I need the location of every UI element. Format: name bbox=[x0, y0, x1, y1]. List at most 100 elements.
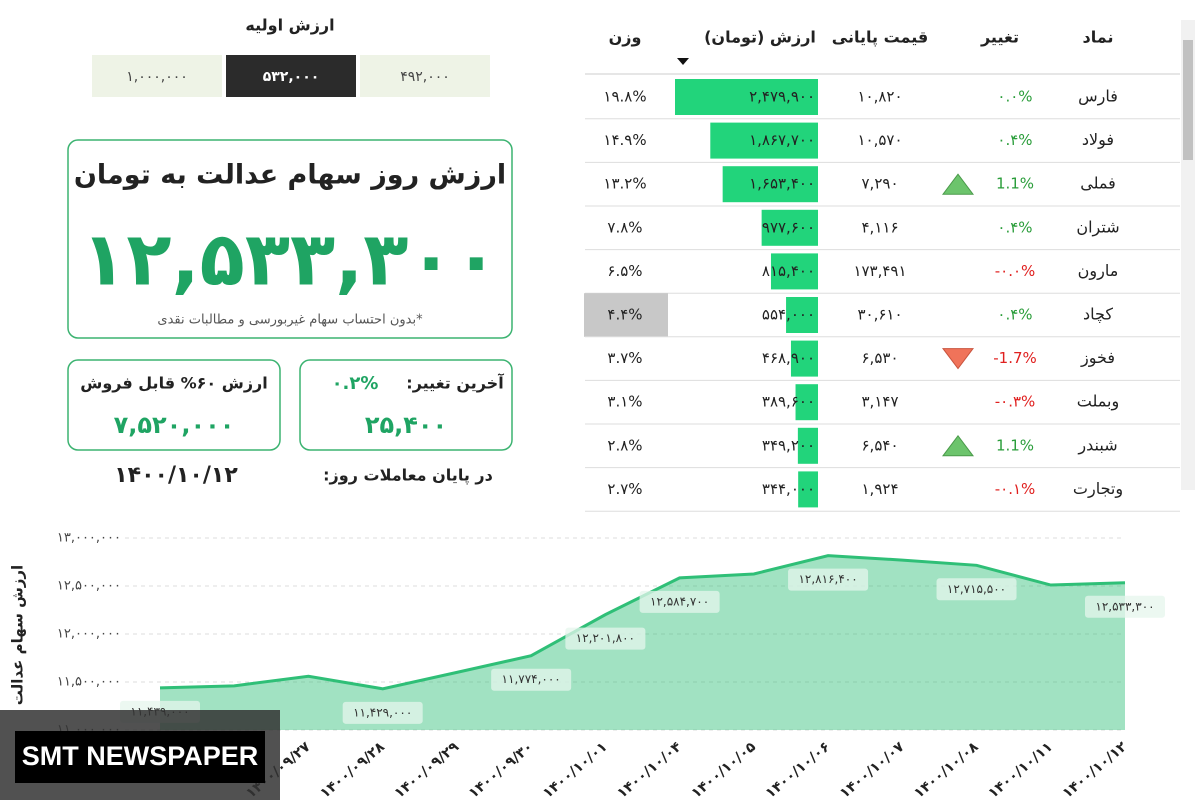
value-label: ۱۲,۷۱۵,۵۰۰ bbox=[947, 582, 1006, 596]
price: ۶,۵۴۰ bbox=[862, 436, 899, 454]
value-label-box bbox=[1085, 595, 1165, 618]
x-tick-label: ۱۴۰۰/۱۰/۰۸ bbox=[911, 739, 982, 800]
value-bar bbox=[797, 427, 818, 464]
change-percent: ۰.۲% bbox=[332, 373, 379, 394]
change: -1.7% bbox=[993, 349, 1037, 367]
value-bar bbox=[761, 209, 818, 246]
column-header: وزن bbox=[609, 28, 642, 47]
value-label: ۱۲,۵۸۴,۷۰۰ bbox=[650, 594, 709, 608]
value-label: ۱۱,۴۲۹,۰۰۰ bbox=[353, 705, 412, 719]
value-label: ۲,۴۷۹,۹۰۰ bbox=[749, 88, 815, 106]
price: ۱۷۳,۴۹۱ bbox=[853, 262, 906, 280]
change: 1.1% bbox=[996, 175, 1034, 193]
option-button[interactable] bbox=[360, 55, 490, 97]
option-label: ۴۹۲,۰۰۰ bbox=[400, 69, 450, 85]
date-label: در پایان معاملات روز: bbox=[323, 466, 493, 486]
symbol: شبندر bbox=[1077, 435, 1117, 455]
value-bar bbox=[790, 340, 818, 377]
initial-value-title: ارزش اولیه bbox=[245, 16, 334, 35]
change: ۰.۴% bbox=[997, 306, 1032, 324]
x-tick-label: ۱۴۰۰/۱۰/۱۱ bbox=[985, 739, 1055, 800]
value-bar bbox=[722, 166, 818, 203]
y-tick-label: ۱۲,۵۰۰,۰۰۰ bbox=[57, 579, 121, 594]
arrow-down bbox=[942, 348, 974, 370]
change: ۰.۴% bbox=[997, 131, 1032, 149]
price: ۶,۵۳۰ bbox=[862, 349, 899, 367]
value-label: ۳۸۹,۶۰۰ bbox=[762, 393, 815, 411]
weight: ۶.۵% bbox=[607, 262, 642, 280]
weight: ۴.۴% bbox=[607, 306, 642, 324]
value-bar bbox=[770, 253, 818, 290]
value-bar bbox=[710, 122, 818, 159]
value-label-box bbox=[639, 590, 720, 613]
y-tick-label: ۱۲,۰۰۰,۰۰۰ bbox=[57, 627, 121, 642]
change-card bbox=[299, 359, 513, 451]
change: ۰.۴% bbox=[997, 218, 1032, 236]
price: ۳,۱۴۷ bbox=[862, 393, 899, 411]
change: -۰.۳% bbox=[995, 393, 1036, 411]
weight: ۱۳.۲% bbox=[603, 175, 646, 193]
value-label-box bbox=[342, 701, 423, 724]
symbol: وتجارت bbox=[1073, 479, 1123, 499]
value-label-box bbox=[788, 568, 869, 591]
y-axis-label: ارزش سهام عدالت bbox=[9, 565, 27, 705]
value-label-box bbox=[491, 668, 572, 691]
value-label: ۱۲,۸۱۶,۴۰۰ bbox=[798, 572, 857, 586]
sort-indicator bbox=[677, 58, 689, 65]
x-tick-label: ۱۴۰۰/۱۰/۰۵ bbox=[688, 739, 759, 800]
change-amount: ۲۵,۴۰۰ bbox=[365, 411, 447, 439]
main-card bbox=[67, 139, 513, 339]
price: ۴,۱۱۶ bbox=[862, 218, 899, 236]
option-button[interactable] bbox=[92, 55, 222, 97]
value-label: ۳۴۴,۰۰۰ bbox=[762, 480, 815, 498]
column-header: تغییر bbox=[980, 28, 1019, 47]
scrollbar-thumb bbox=[1183, 40, 1193, 160]
option-row: ۴۹۲,۰۰۰ ۵۳۲,۰۰۰ ۱,۰۰۰,۰۰۰ bbox=[92, 55, 490, 97]
arrow-up bbox=[942, 173, 974, 195]
value-label-box bbox=[565, 627, 646, 650]
price: ۱,۹۲۴ bbox=[862, 480, 899, 498]
x-tick-label: ۱۴۰۰/۱۰/۰۱ bbox=[540, 739, 610, 800]
x-tick-label: ۱۴۰۰/۱۰/۱۲ bbox=[1060, 739, 1131, 800]
option-label: ۵۳۲,۰۰۰ bbox=[263, 69, 320, 85]
value-label: ۸۱۵,۴۰۰ bbox=[762, 262, 815, 280]
highlight-cell bbox=[584, 293, 668, 337]
x-tick-label: ۱۴۰۰/۱۰/۰۷ bbox=[837, 739, 908, 800]
sellable-label: ارزش ۶۰% قابل فروش bbox=[80, 374, 268, 393]
column-header: قیمت پایانی bbox=[832, 28, 928, 48]
change: -۰.۱% bbox=[995, 480, 1036, 498]
weight: ۲.۸% bbox=[607, 436, 642, 454]
value-label: ۹۷۷,۶۰۰ bbox=[762, 218, 815, 236]
y-tick-label: ۱۱,۵۰۰,۰۰۰ bbox=[57, 675, 121, 690]
weight: ۷.۸% bbox=[607, 218, 642, 236]
x-tick-label: ۱۴۰۰/۱۰/۰۴ bbox=[614, 739, 685, 800]
value-label: ۱۲,۵۳۳,۳۰۰ bbox=[1095, 599, 1154, 613]
column-header: نماد bbox=[1083, 28, 1114, 47]
price: ۱۰,۸۲۰ bbox=[857, 88, 902, 106]
weight: ۳.۱% bbox=[607, 393, 642, 411]
symbol: فارس bbox=[1078, 87, 1118, 107]
weight: ۱۴.۹% bbox=[603, 131, 646, 149]
symbol: کچاد bbox=[1083, 305, 1113, 324]
symbol: مارون bbox=[1078, 261, 1119, 281]
symbol: شتران bbox=[1076, 217, 1119, 237]
symbol: فولاد bbox=[1082, 130, 1114, 150]
value-label: ۳۴۹,۲۰۰ bbox=[762, 436, 815, 454]
watermark: SMT NEWSPAPER bbox=[22, 741, 259, 771]
table: نماد تغییر قیمت پایانی ارزش (تومان) وزن فارس ۰… bbox=[584, 28, 1180, 512]
value-label: ۱,۶۵۳,۴۰۰ bbox=[749, 175, 815, 193]
x-tick-label: ۱۴۰۰/۰۹/۲۸ bbox=[317, 739, 388, 800]
y-tick-label: ۱۳,۰۰۰,۰۰۰ bbox=[57, 531, 121, 546]
option-button[interactable] bbox=[226, 55, 356, 97]
value-label: ۱,۸۶۷,۷۰۰ bbox=[749, 131, 815, 149]
price: ۳۰,۶۱۰ bbox=[857, 306, 902, 324]
value-bar bbox=[675, 79, 818, 115]
main-note: *بدون احتساب سهام غیربورسی و مطالبات نقد… bbox=[157, 313, 423, 328]
watermark-bar bbox=[15, 731, 265, 783]
weight: ۳.۷% bbox=[607, 349, 642, 367]
date-value: ۱۴۰۰/۱۰/۱۲ bbox=[114, 463, 238, 488]
weight: ۱۹.۸% bbox=[603, 88, 646, 106]
symbol: فخوز bbox=[1080, 348, 1115, 368]
value-bar bbox=[795, 384, 818, 421]
